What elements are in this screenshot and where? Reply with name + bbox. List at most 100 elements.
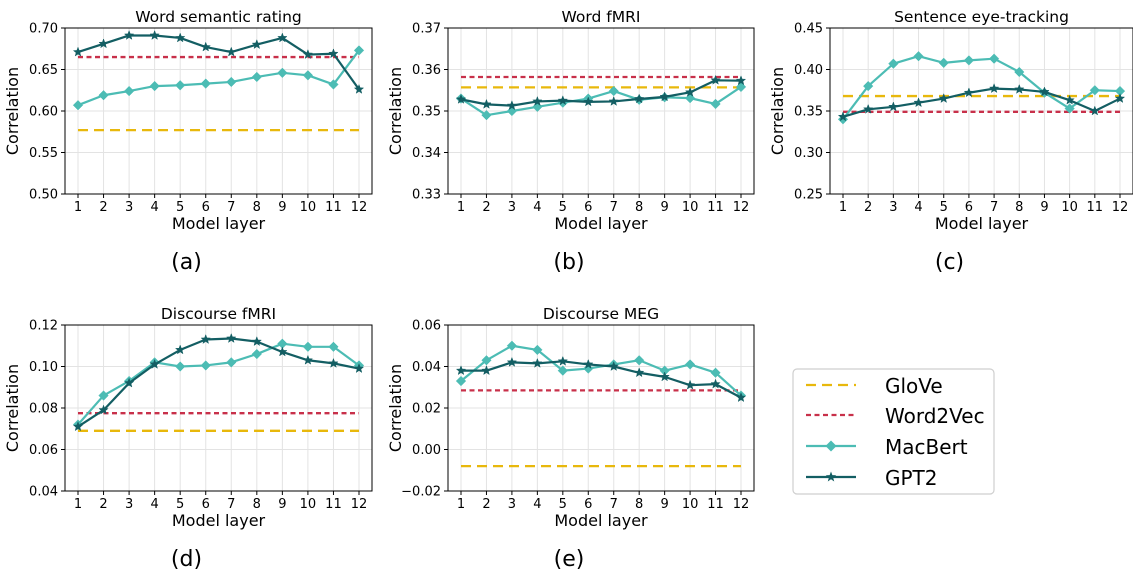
point-gpt2-7 (226, 46, 237, 57)
point-gpt2-5 (557, 355, 569, 366)
point-gpt2-8 (1014, 83, 1025, 94)
point-macbert-11 (328, 341, 339, 352)
y-tick-label: 0.35 (412, 105, 441, 120)
x-tick-label: 11 (325, 497, 342, 512)
point-macbert-11 (710, 98, 721, 110)
chart-title: Discourse fMRI (161, 305, 276, 323)
point-macbert-3 (506, 340, 518, 351)
point-macbert-8 (251, 71, 262, 83)
x-tick-label: 9 (660, 200, 668, 215)
point-gpt2-8 (251, 39, 263, 50)
x-tick-label: 4 (150, 497, 158, 512)
x-tick-label: 3 (125, 497, 133, 512)
point-gpt2-9 (1039, 86, 1050, 97)
x-tick-label: 7 (610, 497, 618, 512)
x-tick-label: 4 (150, 200, 158, 215)
x-tick-label: 2 (482, 497, 490, 512)
point-macbert-12 (735, 81, 747, 93)
point-gpt2-1 (72, 421, 84, 432)
panel-label: (c) (935, 250, 964, 275)
x-tick-label: 3 (508, 200, 516, 215)
series-macbert-line (460, 344, 742, 397)
point-gpt2-12 (735, 392, 747, 403)
point-gpt2-12 (353, 83, 365, 94)
point-gpt2-10 (302, 49, 314, 60)
point-gpt2-11 (710, 378, 721, 389)
x-tick-label: 4 (533, 497, 541, 512)
y-tick-label: 0.70 (29, 22, 58, 37)
series-gpt2-line (77, 34, 360, 91)
x-tick-label: 6 (965, 200, 973, 215)
x-tick-label: 2 (864, 200, 872, 215)
series-macbert-line (77, 49, 360, 107)
y-tick-label: 0.08 (29, 402, 58, 417)
y-tick-label: 0.34 (412, 146, 441, 161)
point-gpt2-12 (1114, 93, 1126, 104)
point-gpt2-10 (684, 379, 696, 390)
point-macbert-11 (710, 367, 721, 378)
point-macbert-7 (226, 76, 237, 88)
point-gpt2-2 (481, 98, 492, 109)
x-tick-label: 1 (74, 497, 82, 512)
legend-word2vec-label: Word2Vec (885, 404, 985, 428)
point-macbert-8 (251, 348, 262, 360)
series-gpt2-line (77, 337, 360, 428)
point-macbert-9 (277, 67, 288, 78)
y-axis-label: Correlation (386, 67, 405, 155)
y-tick-label: 0.04 (412, 360, 441, 375)
point-macbert-1 (72, 100, 84, 111)
y-tick-label: 0.04 (29, 485, 58, 500)
point-gpt2-1 (837, 111, 849, 122)
x-tick-label: 12 (1112, 200, 1129, 215)
x-tick-label: 4 (533, 200, 541, 215)
x-tick-label: 8 (253, 497, 261, 512)
point-gpt2-1 (455, 93, 467, 104)
x-tick-label: 11 (325, 200, 342, 215)
panel-label: (b) (553, 250, 584, 275)
point-macbert-2 (481, 109, 492, 121)
panel-discourse-fmri: 1 2 3 4 5 6 7 8 9 10 11 120.040.060.080.100.12Disco… (3, 305, 373, 572)
point-gpt2-8 (251, 336, 263, 347)
x-tick-label: 2 (482, 200, 490, 215)
x-tick-label: 5 (559, 200, 567, 215)
point-macbert-3 (123, 85, 135, 97)
point-gpt2-4 (149, 29, 160, 40)
point-gpt2-11 (328, 48, 339, 59)
x-tick-label: 7 (227, 497, 235, 512)
panel-label: (a) (171, 250, 202, 275)
point-macbert-2 (481, 355, 492, 366)
x-tick-label: 6 (584, 497, 592, 512)
point-gpt2-9 (277, 346, 288, 357)
point-macbert-8 (1014, 66, 1025, 78)
point-macbert-6 (200, 78, 211, 89)
chart-title: Sentence eye-tracking (894, 8, 1069, 26)
y-tick-label: 0.40 (794, 63, 823, 78)
series-gpt2-line (461, 360, 742, 399)
y-tick-label: 0.06 (29, 443, 58, 458)
point-macbert-2 (98, 90, 109, 101)
point-macbert-7 (608, 85, 619, 97)
point-gpt2-2 (98, 38, 109, 49)
x-axis-label: Model layer (172, 511, 266, 530)
series-gpt2-line (842, 87, 1121, 118)
y-tick-label: 0.25 (794, 188, 823, 203)
x-tick-label: 1 (839, 200, 847, 215)
x-tick-label: 9 (278, 497, 286, 512)
point-macbert-5 (938, 57, 949, 69)
x-tick-label: 11 (707, 497, 724, 512)
panel-label: (d) (171, 547, 202, 571)
y-axis-label: Correlation (3, 364, 22, 452)
y-tick-label: 0.36 (412, 63, 441, 78)
point-macbert-2 (863, 80, 874, 92)
y-tick-label: 0.12 (29, 319, 58, 334)
point-macbert-4 (149, 80, 160, 92)
x-tick-label: 12 (733, 497, 750, 512)
point-gpt2-11 (1089, 105, 1101, 116)
x-tick-label: 2 (99, 497, 107, 512)
x-tick-label: 5 (940, 200, 948, 215)
point-gpt2-5 (557, 95, 569, 106)
panel-sentence-eye-tracking: 1 2 3 4 5 6 7 8 9 10 11 120.250.300.350.400.45Sente… (768, 8, 1133, 275)
x-axis-label: Model layer (554, 511, 648, 530)
x-tick-label: 7 (227, 200, 235, 215)
